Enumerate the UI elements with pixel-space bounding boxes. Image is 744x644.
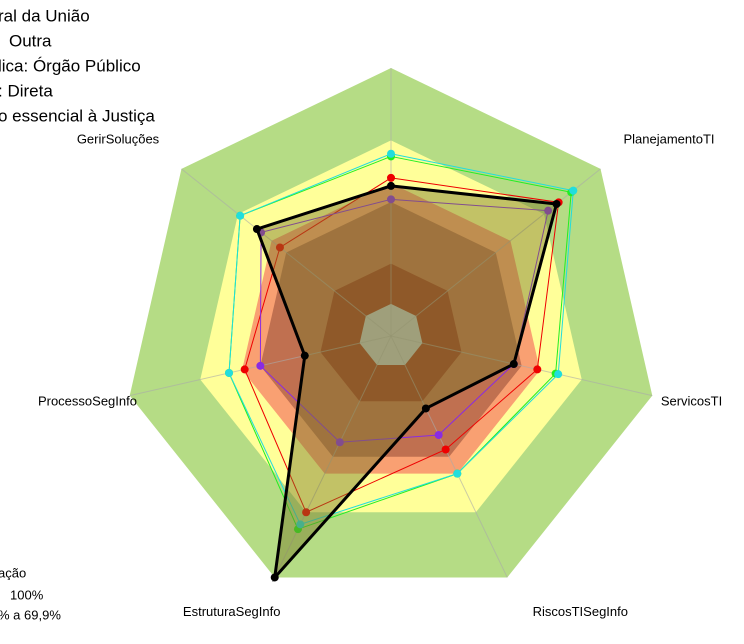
axis-label: iGestTI (370, 0, 412, 2)
series-point (569, 186, 578, 195)
grid (129, 68, 653, 578)
series-point (275, 243, 284, 252)
axis-line (274, 335, 392, 578)
series-point (434, 430, 443, 439)
legend-text: 100% (10, 587, 44, 602)
series-line (244, 177, 560, 513)
axis-label: PlanejamentoTI (623, 132, 714, 147)
series-point (552, 199, 561, 208)
legend-text: o essencial à Justiça (0, 106, 155, 125)
series (225, 149, 578, 583)
axis-labels: iGestTI PlanejamentoTI ServicosTI RiscosTIS… (38, 0, 722, 619)
series-point (240, 365, 249, 374)
series-point (387, 195, 395, 204)
series-line (259, 198, 549, 443)
series-point (296, 520, 305, 529)
series-point (252, 225, 261, 234)
axis-label: GerirSoluções (77, 132, 160, 147)
series-line (228, 153, 574, 525)
series-point (236, 211, 245, 220)
series-line (254, 184, 559, 583)
series-point (387, 173, 395, 182)
axis-label: EstruturaSegInfo (183, 604, 281, 619)
legend-text: Outra (9, 31, 52, 50)
series-point (300, 351, 309, 360)
legend-text: % a 69,9% (0, 607, 61, 622)
series-point (335, 438, 344, 447)
series-point (387, 181, 395, 190)
series-point (270, 573, 279, 582)
axis-label: ProcessoSegInfo (38, 394, 137, 409)
series-point (387, 149, 395, 158)
axis-line (390, 335, 653, 397)
legend-text: : Direta (0, 81, 53, 100)
axis-label: ServicosTI (661, 394, 722, 409)
series-point (509, 360, 518, 369)
series-point (441, 445, 450, 454)
series-point (453, 469, 462, 478)
series-point (544, 206, 553, 215)
axis-line (181, 168, 392, 337)
legend-text: ral da União (0, 6, 90, 25)
series-point (421, 404, 430, 413)
legend-text: ação (0, 565, 26, 580)
axis-line (390, 335, 508, 578)
axis-label: RiscosTISegInfo (533, 604, 628, 619)
legend-text: lica: Órgão Público (0, 56, 141, 75)
series-point (256, 361, 265, 370)
axis-line (390, 168, 601, 337)
series-point (302, 508, 311, 517)
series-point (225, 368, 234, 377)
series-point (554, 370, 563, 379)
series-point (533, 365, 542, 374)
